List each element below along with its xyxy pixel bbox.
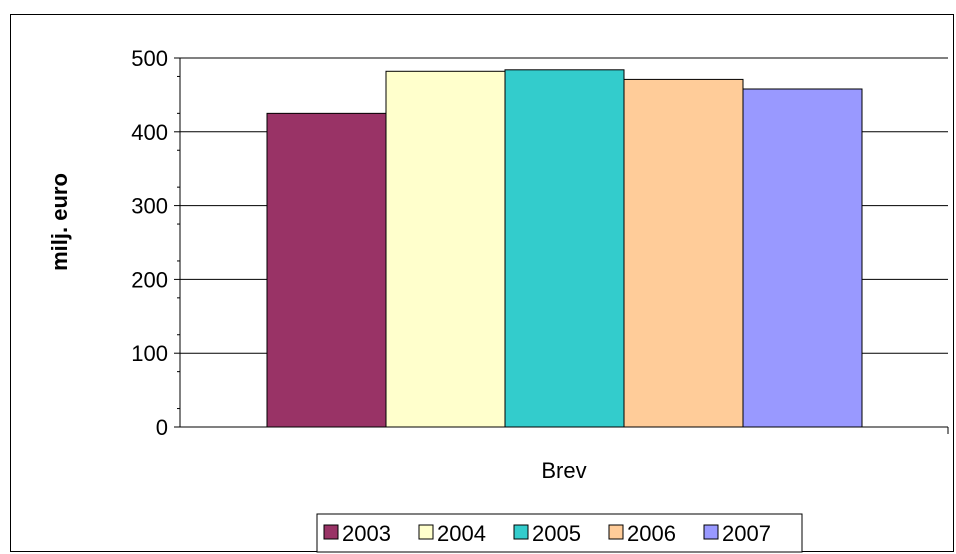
y-tick-label: 0	[156, 415, 168, 440]
y-tick-label: 500	[131, 46, 168, 71]
legend-swatch-2006	[608, 524, 624, 540]
x-category-label: Brev	[541, 458, 586, 483]
bar-2004	[385, 70, 506, 428]
y-axis-label: milj. euro	[47, 173, 72, 271]
bars	[266, 69, 863, 428]
legend-swatch-2003	[323, 524, 339, 540]
legend-label-2006: 2006	[627, 521, 676, 546]
legend-label-2007: 2007	[722, 521, 771, 546]
legend-label-2004: 2004	[437, 521, 486, 546]
legend-box	[316, 513, 803, 553]
y-tick-label: 300	[131, 194, 168, 219]
bar-2007	[742, 88, 863, 428]
legend-swatch-2007	[703, 524, 719, 540]
bar-2005	[504, 69, 625, 428]
legend-label-2005: 2005	[532, 521, 581, 546]
legend: 2003 2004 2005 2006 2007	[316, 513, 803, 553]
legend-swatch-2005	[513, 524, 529, 540]
y-tick-label: 100	[131, 341, 168, 366]
bar-2006	[623, 78, 744, 428]
bar-2003	[266, 112, 387, 428]
legend-swatch-2004	[418, 524, 434, 540]
y-tick-labels: 0 100 200 300 400 500	[131, 46, 168, 440]
axes	[174, 57, 949, 434]
y-tick-label: 200	[131, 267, 168, 292]
y-tick-label: 400	[131, 120, 168, 145]
legend-label-2003: 2003	[342, 521, 391, 546]
